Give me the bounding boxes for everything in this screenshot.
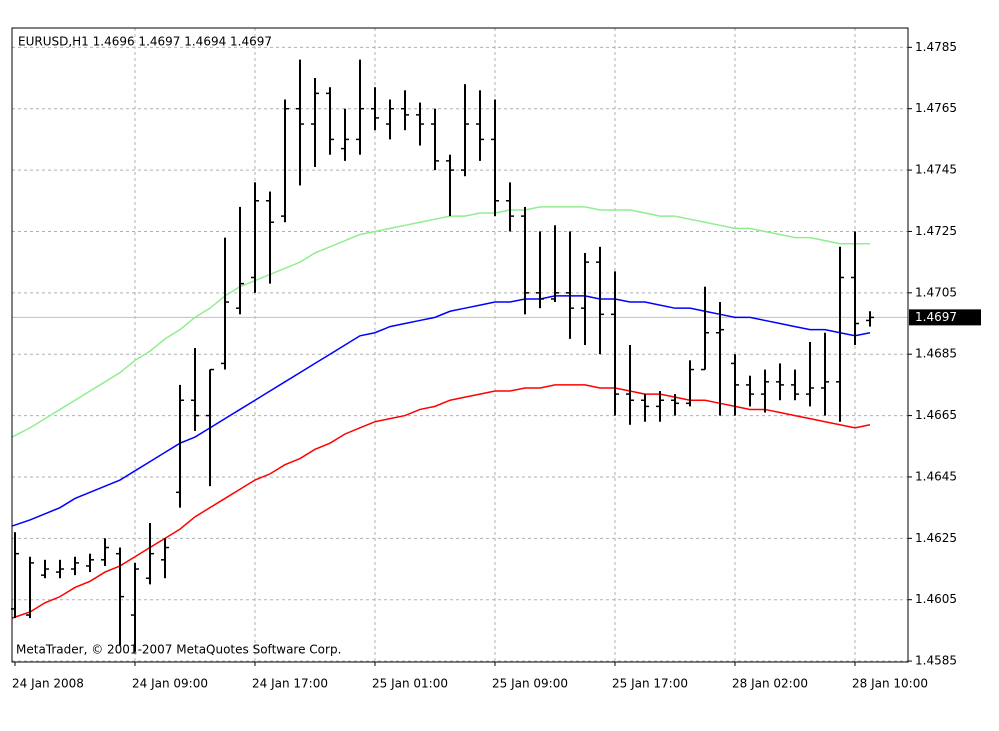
y-tick-label: 1.4585 [915,654,957,668]
y-tick-label: 1.4625 [915,531,957,545]
x-tick-label: 28 Jan 02:00 [732,677,808,691]
y-tick-label: 1.4645 [915,469,957,483]
y-tick-label: 1.4685 [915,347,957,361]
y-tick-label: 1.4605 [915,592,957,606]
watermark: MetaTrader, © 2001-2007 MetaQuotes Softw… [16,643,341,657]
y-tick-label: 1.4725 [915,224,957,238]
y-tick-label: 1.4745 [915,163,957,177]
chart-title: EURUSD,H1 1.4696 1.4697 1.4694 1.4697 [18,35,272,49]
band-line [11,206,870,438]
x-tick-label: 25 Jan 09:00 [492,677,568,691]
band-line [11,295,871,527]
current-price-box [909,309,981,326]
x-tick-label: 25 Jan 17:00 [612,677,688,691]
x-tick-label: 24 Jan 2008 [12,677,84,691]
y-tick-label: 1.4785 [915,40,957,54]
plot-frame [11,27,909,663]
y-tick-label: 1.4765 [915,101,957,115]
y-tick-label: 1.4665 [915,408,957,422]
current-price-label: 1.4697 [915,310,957,324]
y-tick-label: 1.4705 [915,285,957,299]
band-line [11,384,871,619]
x-tick-label: 28 Jan 10:00 [852,677,928,691]
x-tick-label: 24 Jan 09:00 [132,677,208,691]
x-tick-label: 24 Jan 17:00 [252,677,328,691]
x-tick-label: 25 Jan 01:00 [372,677,448,691]
